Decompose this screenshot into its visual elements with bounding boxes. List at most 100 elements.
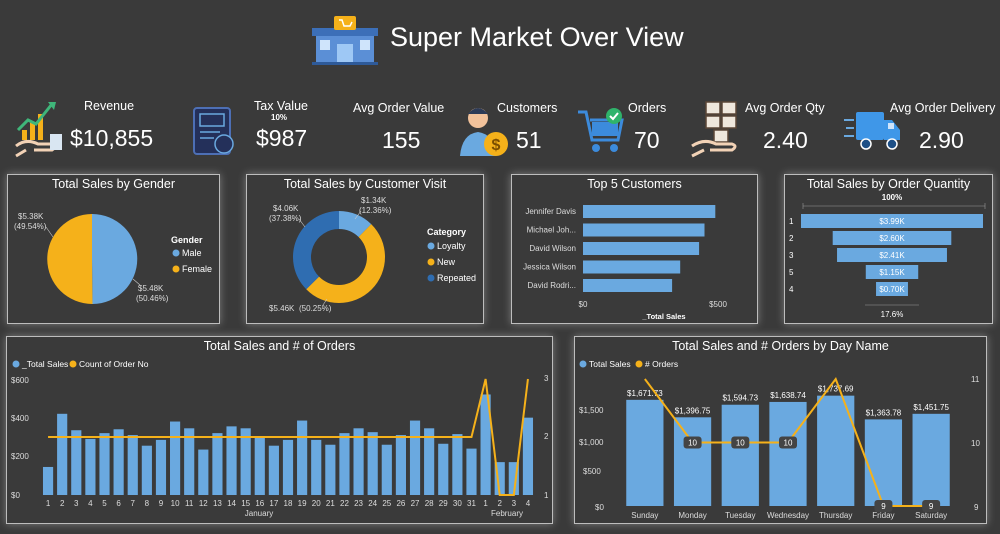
pie-slice-female: [47, 214, 93, 305]
dayname-combo-svg: Total Sales # Orders $0 $500 $1,000 $1,5…: [579, 359, 980, 520]
cart-icon: [576, 106, 626, 156]
day-orders-label: 10: [784, 439, 793, 448]
legend-order-count-label: Count of Order No: [79, 359, 149, 369]
legend-female-swatch: [172, 265, 180, 273]
daily-sales-bar: [57, 413, 68, 495]
legend-day-sales-swatch: [579, 360, 587, 368]
daily-sales-bar: [226, 426, 237, 495]
daily-x-tick: 27: [411, 499, 420, 508]
top5-xtick-0: $0: [579, 300, 588, 309]
daily-x-tick: 23: [354, 499, 363, 508]
daily-sales-bar: [494, 462, 505, 495]
legend-repeated-swatch: [427, 274, 435, 282]
qty-funnel-bar: [865, 265, 919, 279]
daily-sales-bar: [522, 417, 534, 495]
day-ytick-3: $1,500: [579, 406, 604, 415]
donut-slice-loyalty: [339, 211, 372, 238]
daily-sales-bar: [311, 439, 322, 495]
daily-sales-bar: [99, 433, 110, 495]
avg-order-delivery-label: Avg Order Delivery: [890, 101, 996, 115]
day-orders-badge: [731, 436, 750, 449]
daily-x-tick: 25: [382, 499, 391, 508]
daily-x-tick: 10: [171, 499, 180, 508]
day-sales-label: $1,671.73: [627, 389, 663, 398]
day-x-tick: Monday: [678, 511, 706, 520]
day-ytick-2: $1,000: [579, 438, 604, 447]
daily-x-tick: 26: [396, 499, 405, 508]
top5-category-label: David Rodri...: [528, 281, 576, 290]
top5-xtick-1: $500: [709, 300, 727, 309]
daily-sales-bar: [254, 436, 265, 495]
revenue-value: $10,855: [70, 125, 154, 151]
daily-x-tick: 9: [159, 499, 164, 508]
daily-sales-bar: [395, 435, 406, 495]
visit-loyalty-value-label: $1.34K: [361, 196, 387, 205]
qty-category-label: 4: [789, 285, 794, 294]
daily-x-tick: 31: [467, 499, 476, 508]
gender-female-percent-label: (49.54%): [14, 222, 47, 231]
daily-sales-bar: [480, 394, 491, 495]
daily-y2tick-1: 2: [544, 432, 549, 441]
day-x-tick: Thursday: [819, 511, 852, 520]
day-orders-label: 10: [688, 439, 697, 448]
daily-sales-bar: [85, 438, 96, 495]
daily-x-tick: 2: [497, 499, 502, 508]
daily-sales-bar: [409, 420, 421, 495]
daily-chart-panel: Total Sales and # of Orders _Total Sales…: [6, 336, 553, 524]
gender-pie-svg: $5.38K (49.54%) $5.48K (50.46%) Gender M…: [14, 212, 212, 305]
daily-ytick-2: $400: [11, 414, 29, 423]
daily-sales-bar: [184, 428, 195, 495]
revenue-label: Revenue: [84, 99, 135, 113]
qty-category-label: 1: [789, 217, 794, 226]
top5-bar: [583, 279, 673, 292]
daily-x-tick: 13: [213, 499, 222, 508]
daily-x-tick: 2: [60, 499, 65, 508]
daily-sales-bar: [42, 466, 54, 495]
daily-x-tick: 30: [453, 499, 462, 508]
visit-repeated-value-label: $4.06K: [273, 204, 299, 213]
tax-value: $987: [256, 125, 308, 151]
daily-x-tick: 4: [88, 499, 93, 508]
visit-loyalty-percent-label: (12.36%): [359, 206, 392, 215]
avg-order-qty-label: Avg Order Qty: [745, 101, 825, 115]
top5-bar: [583, 205, 716, 218]
daily-month-label-january: January: [245, 509, 273, 518]
daily-sales-bar: [212, 433, 223, 495]
day-x-tick: Friday: [872, 511, 894, 520]
top5-bar: [583, 223, 705, 237]
daily-x-tick: 18: [284, 499, 293, 508]
day-ytick-1: $500: [583, 467, 601, 476]
day-sales-bar: [769, 401, 807, 506]
qty-funnel-value-label: $2.60K: [879, 234, 905, 243]
daily-x-tick: 16: [255, 499, 264, 508]
daily-x-tick: 14: [227, 499, 236, 508]
daily-y2tick-2: 3: [544, 374, 549, 383]
daily-x-tick: 1: [483, 499, 488, 508]
legend-new-swatch: [427, 258, 435, 266]
daily-y2tick-0: 1: [544, 491, 549, 500]
day-y2tick-0: 9: [974, 503, 979, 512]
qty-chart-panel: Total Sales by Order Quantity 100% 17.6%…: [784, 174, 993, 324]
revenue-icon: [14, 100, 64, 158]
qty-funnel-bar: [876, 282, 908, 296]
legend-new-label: New: [437, 257, 456, 267]
day-orders-label: 9: [929, 502, 934, 511]
daily-x-tick: 7: [131, 499, 136, 508]
top5-bar-svg: $0 $500 _Total Sales Jennifer Davis Micha…: [523, 205, 727, 321]
daily-chart-title: Total Sales and # of Orders: [203, 339, 356, 353]
daily-sales-bar: [141, 445, 152, 495]
day-sales-label: $1,451.75: [913, 403, 949, 412]
daily-combo-svg: _Total Sales Count of Order No $0 $200 $…: [11, 359, 549, 518]
day-x-tick: Saturday: [915, 511, 947, 520]
day-orders-badge: [779, 436, 797, 449]
day-sales-bar: [721, 404, 759, 506]
daily-order-count-line: [48, 378, 529, 496]
daily-month-label-february: February: [491, 509, 523, 518]
pie-slice-male: [92, 213, 138, 304]
qty-category-label: 2: [789, 234, 794, 243]
visit-legend-title: Category: [427, 227, 466, 237]
qty-funnel-value-label: $1.15K: [879, 268, 905, 277]
day-sales-bar: [626, 399, 664, 506]
day-sales-label: $1,737.69: [818, 385, 854, 394]
daily-ytick-1: $200: [11, 452, 29, 461]
